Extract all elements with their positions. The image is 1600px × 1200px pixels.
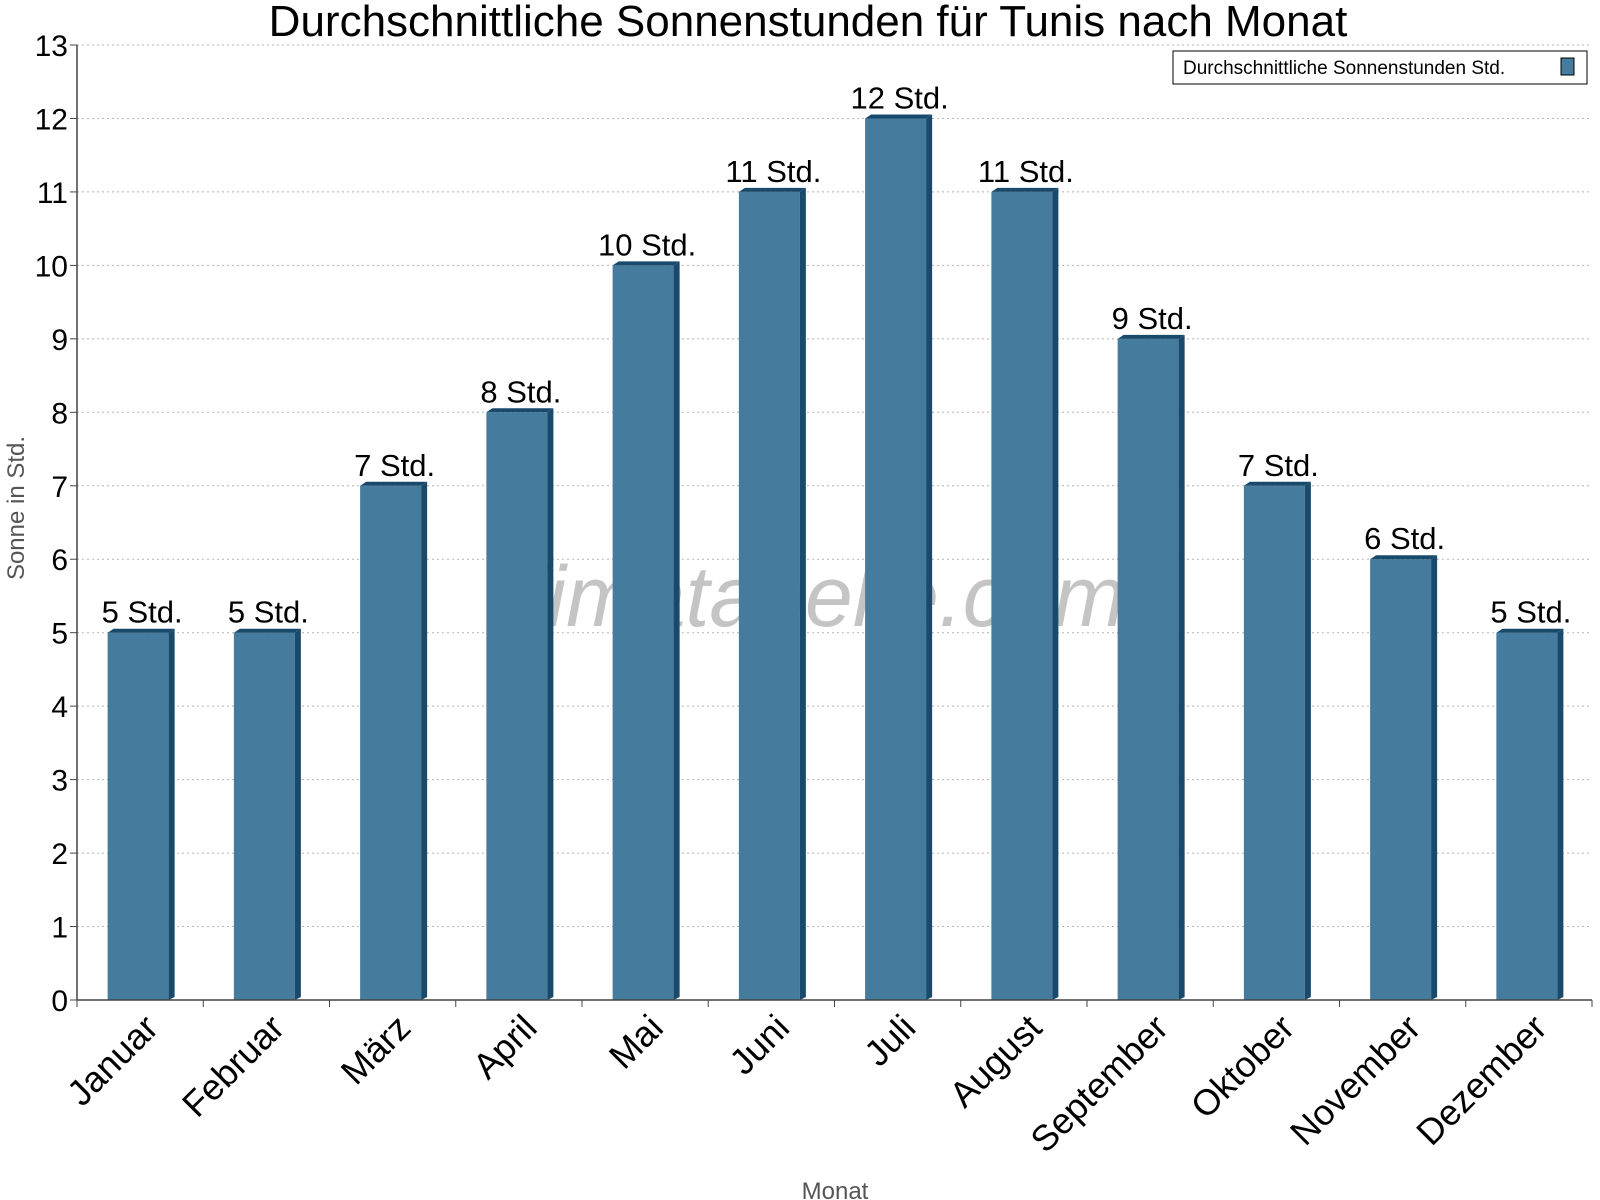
bar-side: [1557, 628, 1564, 1000]
bar-top: [1496, 628, 1564, 633]
bar-top: [233, 628, 301, 633]
bar: [1370, 555, 1438, 1000]
bar-side: [1431, 555, 1438, 1000]
bar-face: [107, 632, 169, 1000]
y-axis-title: Sonne in Std.: [3, 436, 30, 580]
bar-side: [1052, 187, 1059, 1000]
bar-side: [547, 408, 554, 1000]
bar-face: [865, 118, 927, 1000]
axes: [70, 44, 1593, 1007]
bar-face: [486, 412, 548, 1000]
y-tick-label: 10: [35, 250, 68, 283]
data-label: 7 Std.: [354, 448, 435, 483]
y-tick-label: 0: [51, 985, 68, 1018]
data-label: 8 Std.: [480, 374, 561, 409]
bar-face: [738, 191, 800, 1000]
y-tick-label: 3: [51, 765, 68, 798]
bar-side: [673, 261, 680, 1000]
bar-top: [360, 481, 428, 486]
bar-top: [991, 187, 1059, 192]
bar: [486, 408, 554, 1000]
data-label: 11 Std.: [725, 154, 821, 189]
bar-top: [486, 408, 554, 413]
bar-face: [612, 265, 674, 1000]
legend-swatch: [1560, 57, 1575, 76]
data-labels: 5 Std. 5 Std. 7 Std. 8 Std. 10 Std. 11 Std. 12…: [102, 80, 1572, 629]
bar-top: [107, 628, 175, 633]
legend-box: [1172, 50, 1588, 85]
y-tick-label: 2: [51, 838, 68, 871]
bar: [1117, 334, 1185, 1000]
y-tick-label: 4: [51, 691, 68, 724]
bar: [360, 481, 428, 1000]
y-tick-label: 12: [35, 103, 68, 136]
data-label: 7 Std.: [1238, 448, 1319, 483]
chart-title: Durchschnittliche Sonnenstunden für Tuni…: [269, 0, 1348, 46]
data-label: 6 Std.: [1364, 521, 1445, 556]
y-tick-label: 13: [35, 30, 68, 63]
data-label: 5 Std.: [102, 595, 183, 630]
bar-top: [865, 114, 933, 119]
bar-side: [168, 628, 175, 1000]
data-label: 9 Std.: [1112, 301, 1193, 336]
bar-side: [1178, 334, 1185, 1000]
bar-side: [799, 187, 806, 1000]
bar-face: [233, 632, 295, 1000]
bar: [233, 628, 301, 1000]
bar: [738, 187, 806, 1000]
bar-face: [1117, 338, 1179, 1000]
bar-face: [1370, 559, 1432, 1000]
bar-top: [1117, 334, 1185, 339]
bar-top: [1370, 555, 1438, 560]
bar: [1496, 628, 1564, 1000]
bar-top: [738, 187, 806, 192]
bar: [107, 628, 175, 1000]
bar: [865, 114, 933, 1000]
data-label: 11 Std.: [978, 154, 1074, 189]
y-tick-label: 1: [51, 912, 68, 945]
x-axis-title: Monat: [802, 1178, 869, 1200]
bar-top: [612, 261, 680, 266]
y-tick-label: 6: [51, 544, 68, 577]
legend-entry-label: Durchschnittliche Sonnenstunden Std.: [1183, 58, 1505, 79]
y-tick-label: 9: [51, 324, 68, 357]
y-tick-label: 7: [51, 471, 68, 504]
bar-side: [294, 628, 301, 1000]
y-tick-label: 8: [51, 397, 68, 430]
bar-top: [1243, 481, 1311, 486]
data-label: 5 Std.: [1490, 595, 1571, 630]
bar: [991, 187, 1059, 1000]
y-tick-label: 5: [51, 618, 68, 651]
bar: [1243, 481, 1311, 1000]
y-tick-label: 11: [37, 177, 68, 210]
bar-side: [926, 114, 933, 1000]
legend: Durchschnittliche Sonnenstunden Std.: [1172, 50, 1588, 85]
data-label: 10 Std.: [598, 227, 696, 262]
bar-face: [991, 191, 1053, 1000]
bar-side: [1304, 481, 1311, 1000]
data-label: 12 Std.: [851, 80, 949, 115]
bar-face: [1496, 632, 1558, 1000]
bar-side: [421, 481, 428, 1000]
bars: [107, 114, 1564, 1000]
bar-face: [1243, 485, 1305, 1000]
bar-face: [360, 485, 422, 1000]
data-label: 5 Std.: [228, 595, 309, 630]
bar: [612, 261, 680, 1000]
